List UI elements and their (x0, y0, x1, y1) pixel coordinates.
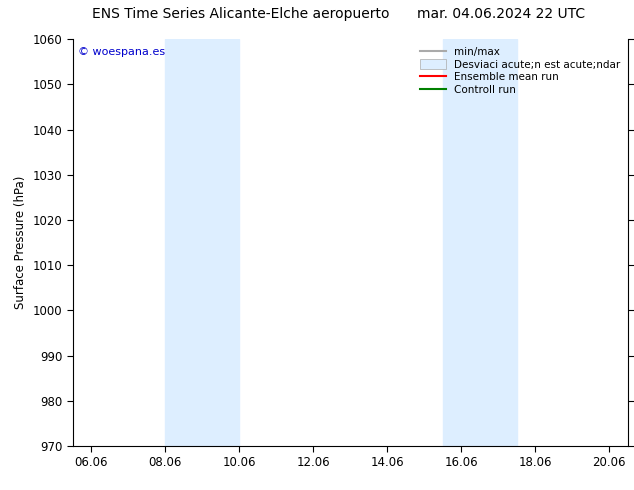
Text: ENS Time Series Alicante-Elche aeropuerto: ENS Time Series Alicante-Elche aeropuert… (92, 7, 390, 22)
Bar (165, 39, 240, 446)
Legend: min/max, Desviaci acute;n est acute;ndar, Ensemble mean run, Controll run: min/max, Desviaci acute;n est acute;ndar… (418, 45, 623, 98)
Bar (443, 39, 517, 446)
Text: mar. 04.06.2024 22 UTC: mar. 04.06.2024 22 UTC (417, 7, 585, 22)
Text: © woespana.es: © woespana.es (79, 48, 165, 57)
Y-axis label: Surface Pressure (hPa): Surface Pressure (hPa) (14, 176, 27, 309)
